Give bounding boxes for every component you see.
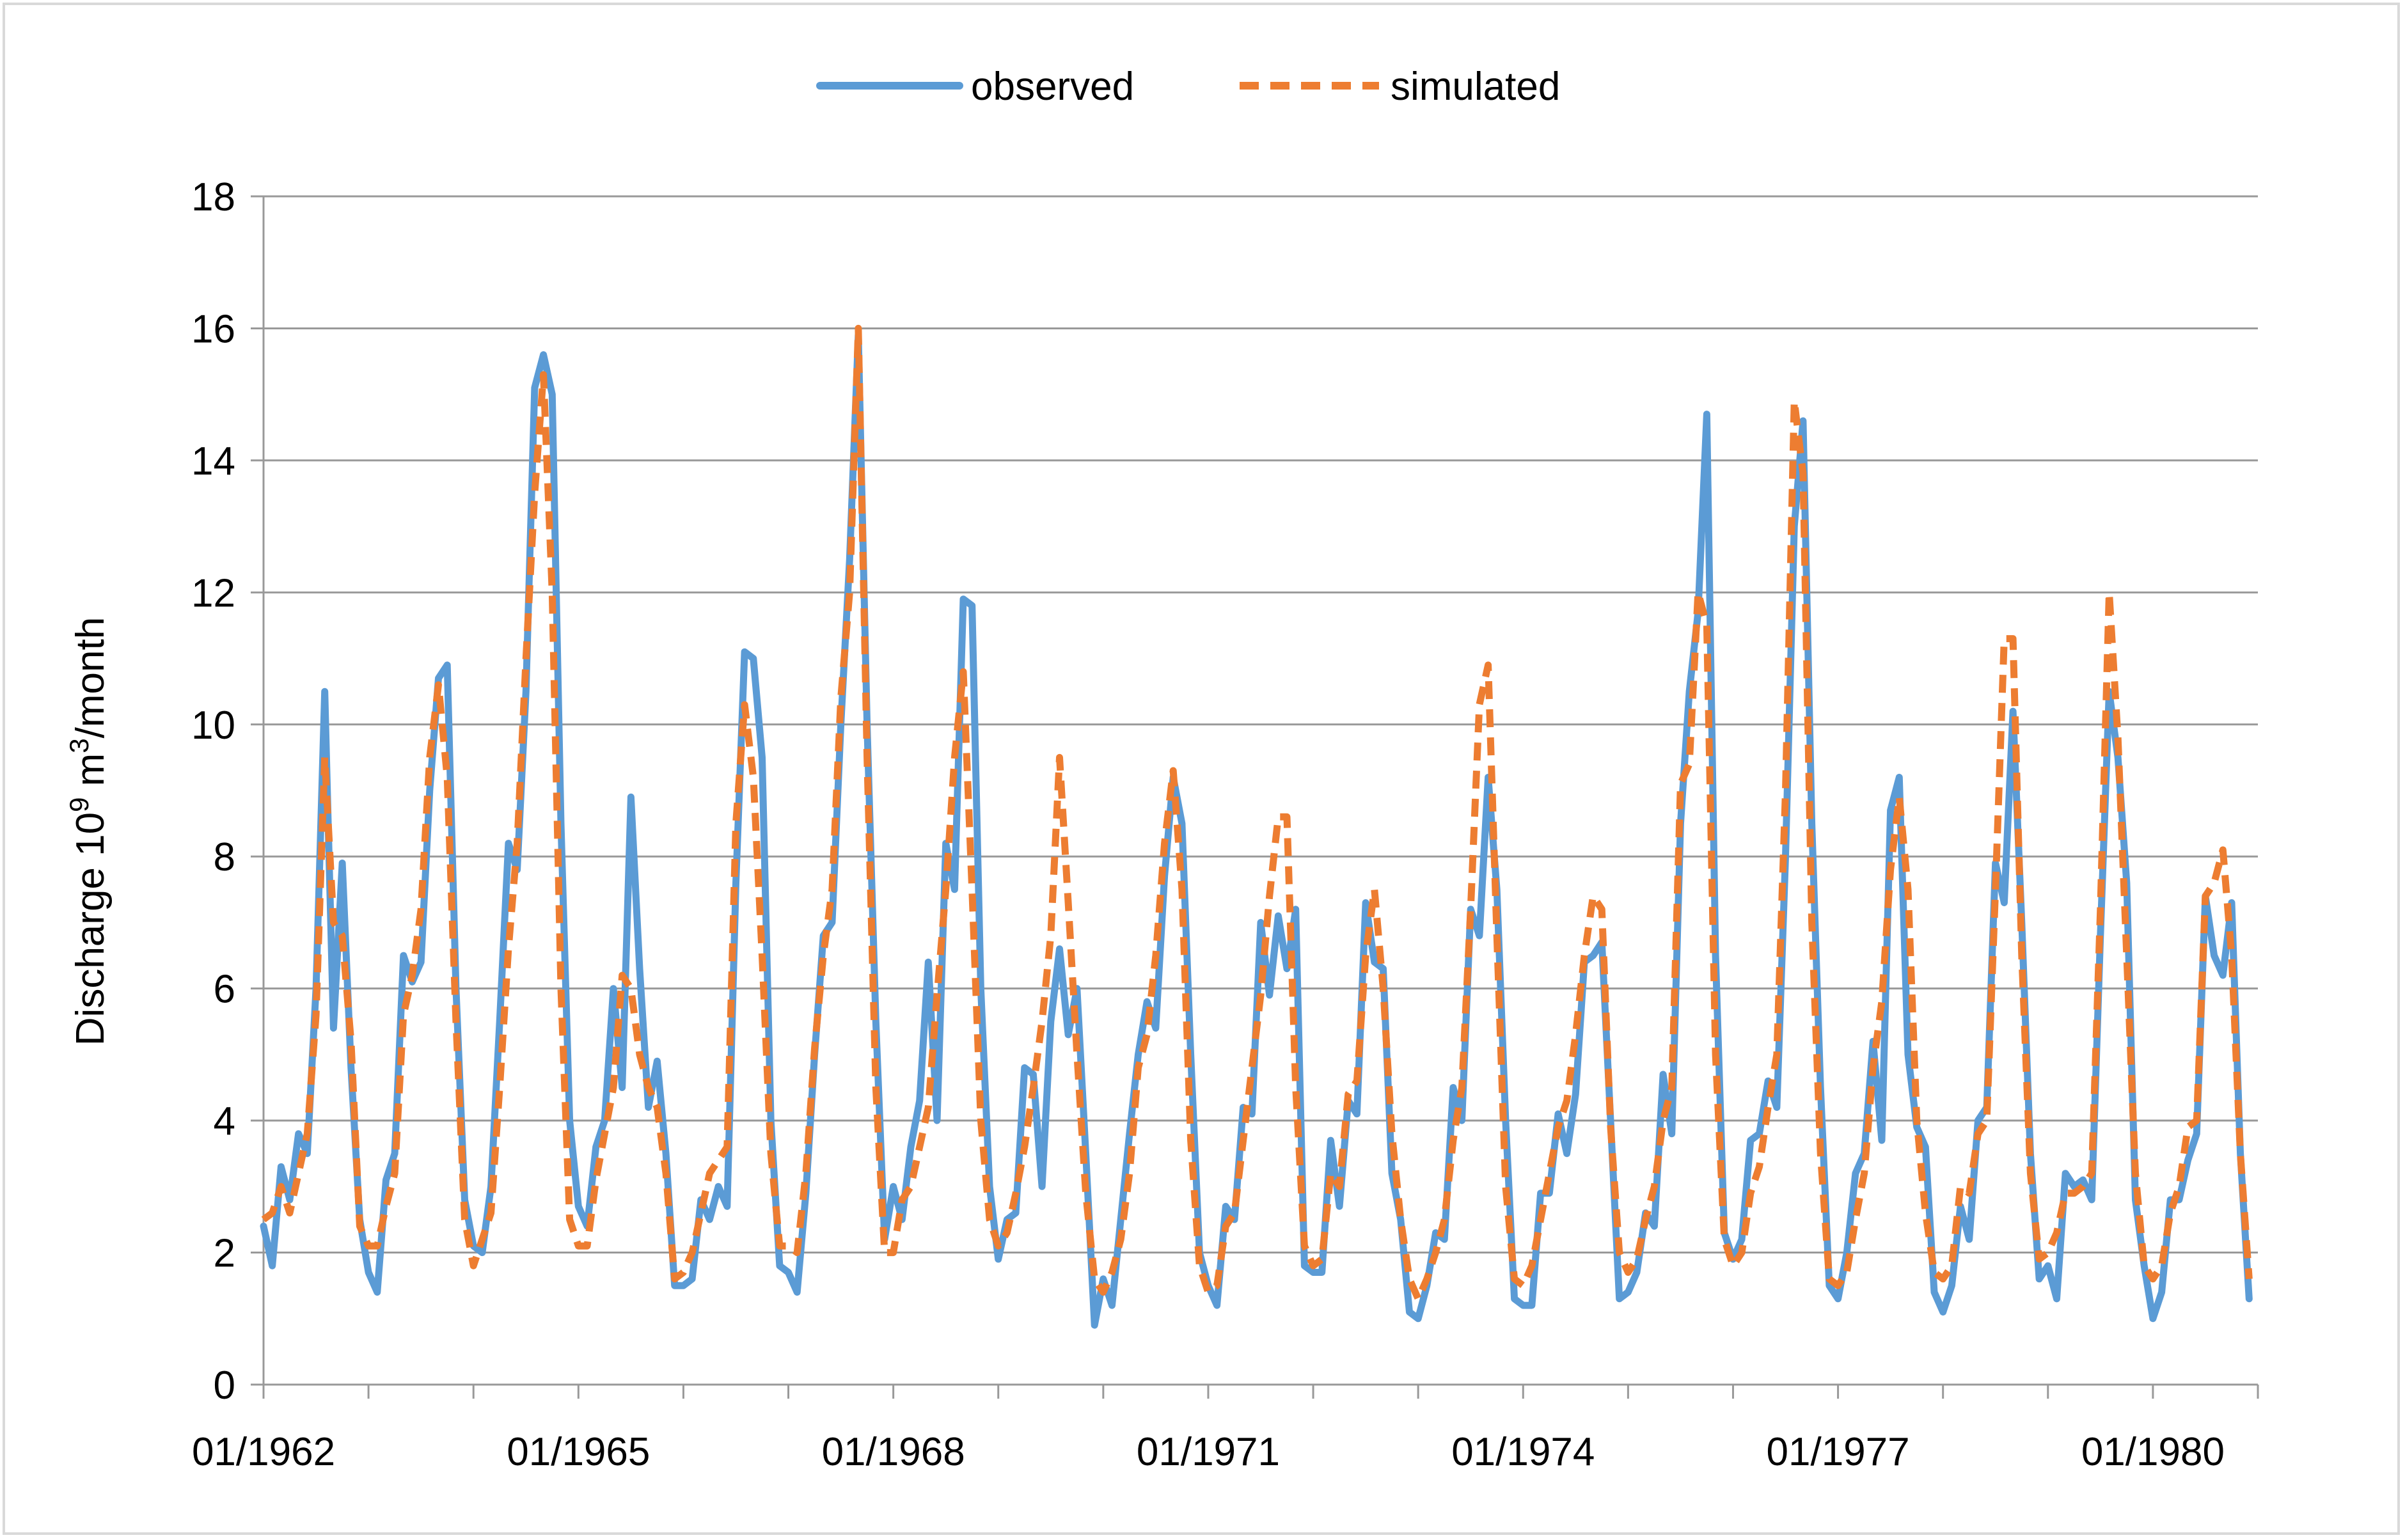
series-line-simulated xyxy=(261,324,2253,1303)
axes: 0 2 4 6 8 10 12 14 16 18 01/1962 01/1965 01/1968 01/1… xyxy=(191,175,2259,1474)
legend-label-simulated: simulated xyxy=(1391,65,1560,109)
y-tick-label: 10 xyxy=(191,703,235,748)
y-tick-label: 0 xyxy=(214,1363,235,1408)
gridlines xyxy=(264,195,2258,1254)
x-tick-label: 01/1980 xyxy=(2081,1430,2225,1474)
x-tick-label: 01/1968 xyxy=(822,1430,965,1474)
x-tick-label: 01/1977 xyxy=(1767,1430,1910,1474)
x-tick-label: 01/1962 xyxy=(192,1430,335,1474)
series-line-observed xyxy=(260,331,2253,1329)
y-tick-label: 14 xyxy=(191,439,235,483)
series-lines xyxy=(260,324,2253,1329)
y-tick-label: 16 xyxy=(191,307,235,351)
y-tick-label: 18 xyxy=(191,175,235,219)
y-axis-title: Discharge 109 m3/month xyxy=(64,617,113,1046)
y-tick-label: 8 xyxy=(214,835,235,879)
y-tick-label: 12 xyxy=(191,571,235,615)
x-tick-label: 01/1971 xyxy=(1137,1430,1280,1474)
x-tick-label: 01/1965 xyxy=(507,1430,650,1474)
legend: observed simulated xyxy=(816,65,1560,109)
legend-label-observed: observed xyxy=(971,65,1134,109)
x-tick-label: 01/1974 xyxy=(1451,1430,1595,1474)
y-tick-label: 4 xyxy=(214,1099,235,1143)
y-tick-label: 6 xyxy=(214,968,235,1012)
y-tick-label: 2 xyxy=(214,1232,235,1276)
